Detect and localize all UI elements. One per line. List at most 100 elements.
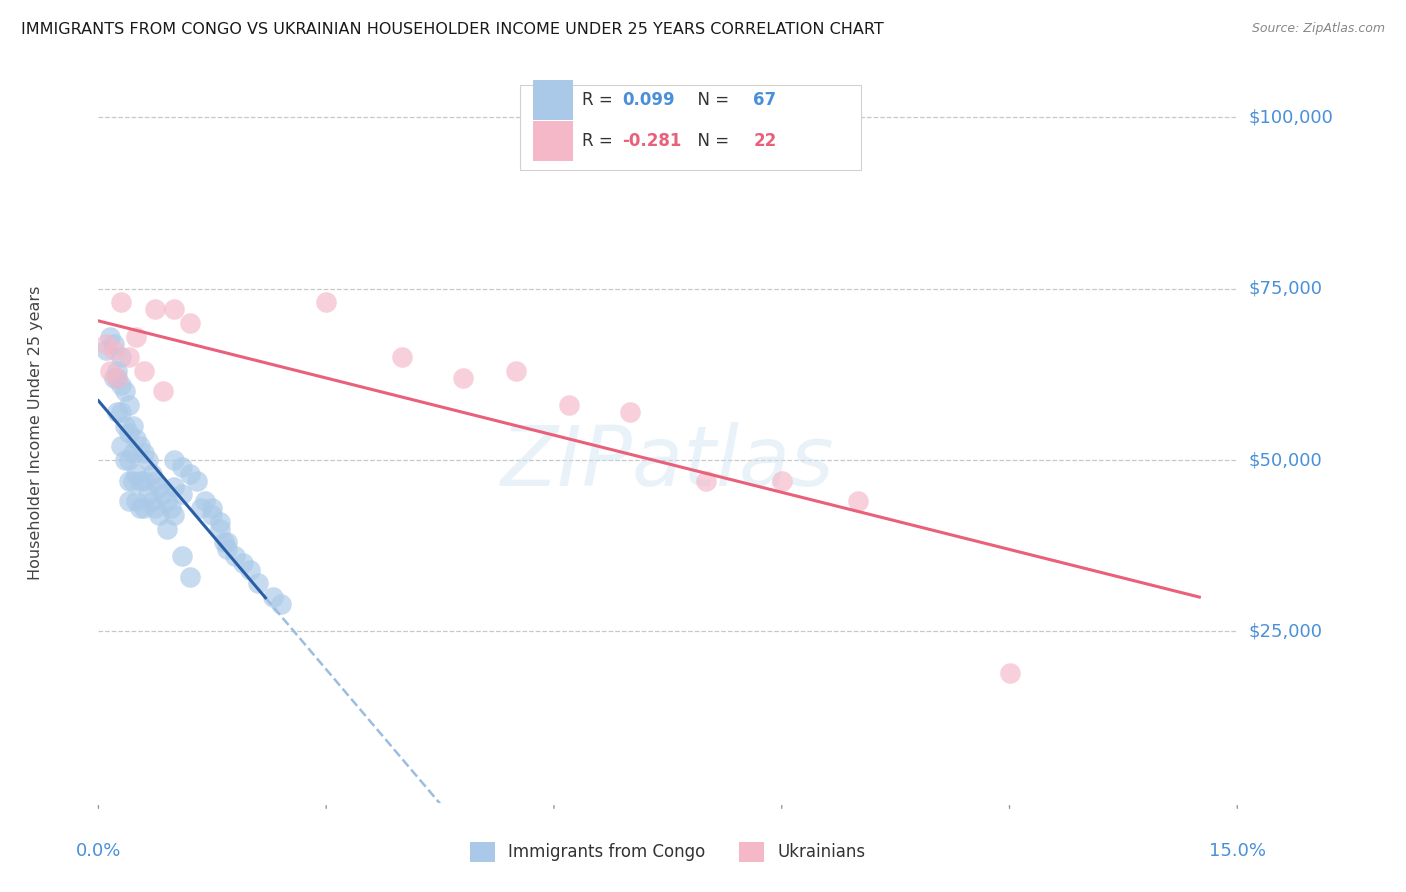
Point [94,336,117,351]
Text: $50,000: $50,000 [1249,451,1322,469]
Text: 0.0%: 0.0% [76,842,121,860]
Point [103,336,125,351]
Point [194,494,217,508]
Point [145,474,167,488]
Point [846,494,869,508]
Point [121,474,143,488]
Text: Source: ZipAtlas.com: Source: ZipAtlas.com [1251,22,1385,36]
Point [132,446,155,460]
Text: ZIPatlas: ZIPatlas [501,422,835,503]
Point [103,371,125,385]
Point [98,364,121,378]
Text: $25,000: $25,000 [1249,623,1323,640]
Point [107,405,129,419]
Point [619,405,641,419]
Point [121,418,143,433]
Point [201,508,224,522]
Point [118,453,141,467]
Text: -0.281: -0.281 [623,132,682,150]
Point [391,350,413,364]
Point [114,453,136,467]
Point [141,467,163,481]
Point [163,302,186,317]
Point [163,508,186,522]
Point [170,459,193,474]
Text: N =: N = [688,91,734,110]
Point [94,343,117,358]
Point [107,371,129,385]
Point [107,371,129,385]
Point [107,364,129,378]
Point [451,371,474,385]
Point [262,590,284,604]
Point [118,474,141,488]
Point [208,515,231,529]
Point [170,549,193,563]
Text: 22: 22 [754,132,776,150]
Point [118,494,141,508]
Text: 0.099: 0.099 [623,91,675,110]
Point [232,556,254,570]
Point [179,316,201,330]
Point [217,542,239,557]
Point [125,494,148,508]
Point [156,494,179,508]
Point [179,569,201,583]
Text: Householder Income Under 25 years: Householder Income Under 25 years [28,285,44,580]
Point [186,474,208,488]
Point [239,563,262,577]
FancyBboxPatch shape [533,79,574,120]
Text: R =: R = [582,91,619,110]
Point [98,329,121,343]
Point [159,501,181,516]
Point [148,480,170,494]
Point [998,665,1021,680]
Point [132,501,155,516]
Point [179,467,201,481]
Point [118,425,141,440]
Point [125,467,148,481]
Point [695,474,717,488]
Point [208,522,231,536]
Point [110,439,132,453]
Point [103,343,125,358]
Point [136,453,159,467]
Point [141,494,163,508]
Point [163,453,186,467]
Point [505,364,527,378]
Point [110,295,132,310]
Point [246,576,269,591]
Point [129,474,152,488]
Point [110,405,132,419]
Point [114,418,136,433]
Point [132,474,155,488]
Point [315,295,337,310]
Point [125,329,148,343]
Point [152,487,174,501]
Text: IMMIGRANTS FROM CONGO VS UKRAINIAN HOUSEHOLDER INCOME UNDER 25 YEARS CORRELATION: IMMIGRANTS FROM CONGO VS UKRAINIAN HOUSE… [21,22,884,37]
Point [201,501,224,516]
Point [217,535,239,549]
Point [270,597,292,611]
Point [129,501,152,516]
Point [558,398,581,412]
Point [132,364,155,378]
Point [145,302,167,317]
Point [156,522,179,536]
Point [190,501,212,516]
Point [212,535,235,549]
Text: 67: 67 [754,91,776,110]
Point [770,474,793,488]
Text: $100,000: $100,000 [1249,108,1333,127]
Point [224,549,246,563]
Point [152,384,174,399]
Point [163,480,186,494]
Point [148,508,170,522]
FancyBboxPatch shape [520,85,862,169]
Legend: Immigrants from Congo, Ukrainians: Immigrants from Congo, Ukrainians [464,835,872,869]
Point [118,398,141,412]
Text: N =: N = [688,132,734,150]
Text: R =: R = [582,132,619,150]
Text: 15.0%: 15.0% [1209,842,1265,860]
Point [129,439,152,453]
